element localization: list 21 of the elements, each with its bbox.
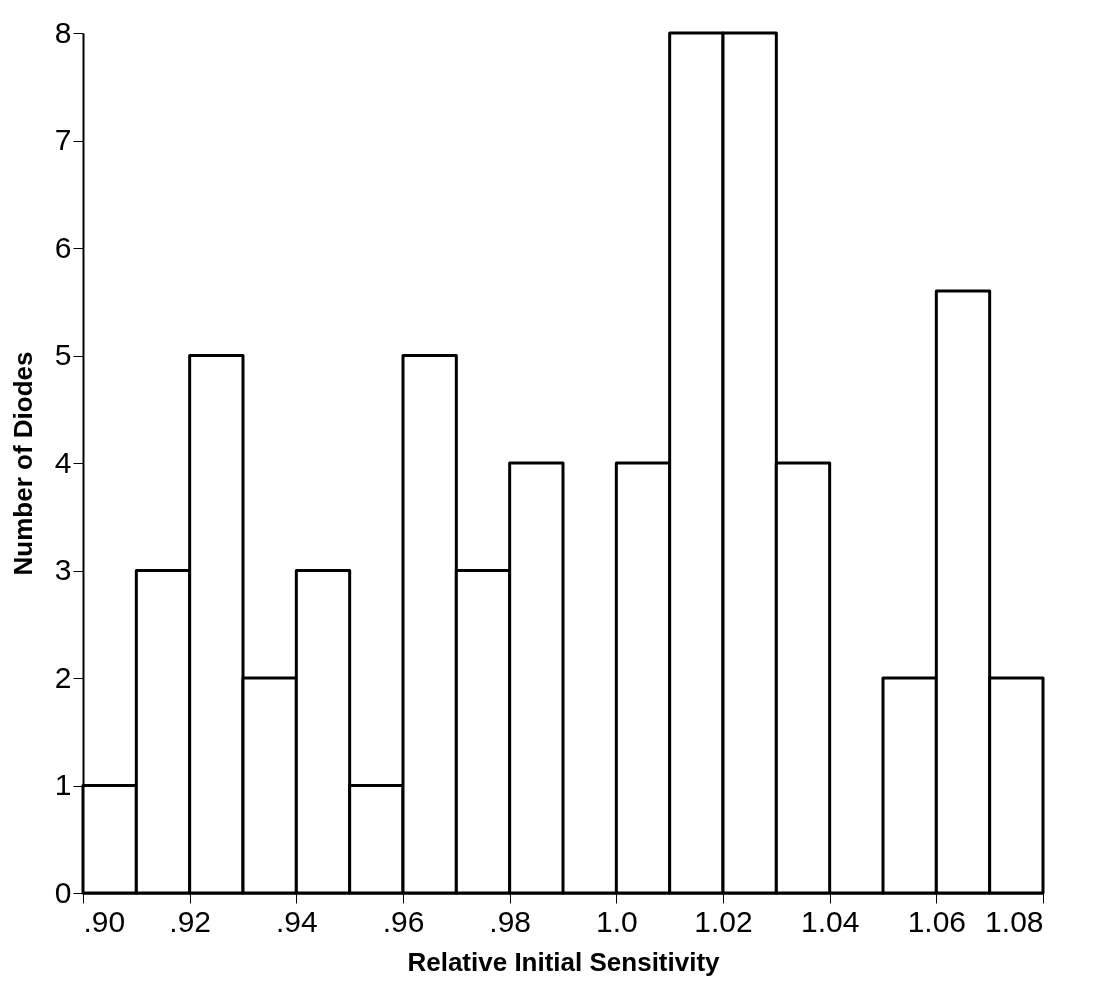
y-tick-label: 8	[54, 15, 72, 49]
y-axis-title: Number of Diodes	[7, 351, 38, 576]
x-tick-label: 1.04	[800, 904, 860, 938]
y-tick-label: 2	[54, 660, 72, 694]
x-tick-label: .94	[275, 904, 318, 938]
x-tick-label: 1.06	[907, 904, 967, 938]
y-tick-label: 4	[54, 445, 72, 479]
x-tick-label: .98	[489, 904, 532, 938]
y-tick-label: 3	[54, 553, 72, 586]
y-tick-label: 7	[54, 123, 72, 156]
x-tick-label: 1.08	[985, 904, 1044, 938]
y-tick-label: 0	[54, 875, 72, 909]
x-tick-label: .90	[83, 904, 126, 938]
y-tick-label: 1	[54, 768, 72, 801]
x-axis-title: Relative Initial Sensitivity	[407, 946, 721, 977]
x-tick-label: 1.02	[694, 904, 753, 938]
y-tick-label: 5	[54, 338, 72, 371]
y-tick-label: 6	[54, 230, 72, 264]
x-tick-label: 1.0	[595, 904, 638, 938]
x-tick-label: .92	[169, 904, 212, 938]
x-tick-label: .96	[382, 904, 425, 938]
